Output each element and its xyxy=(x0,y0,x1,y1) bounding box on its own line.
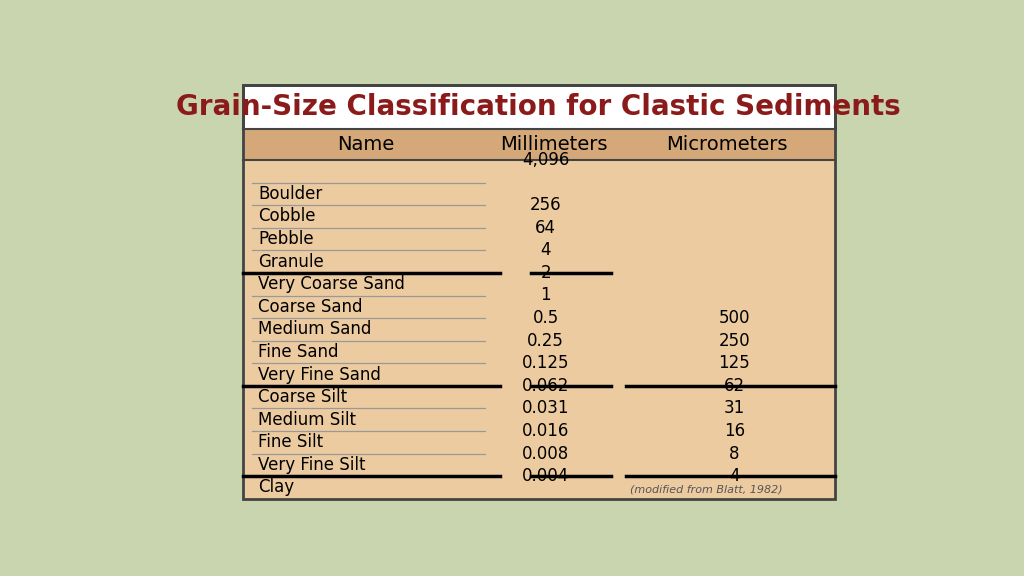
Text: 16: 16 xyxy=(724,422,745,440)
Bar xyxy=(243,85,835,129)
Text: 0.004: 0.004 xyxy=(522,467,569,485)
Text: 0.125: 0.125 xyxy=(522,354,569,372)
Text: Grain-Size Classification for Clastic Sediments: Grain-Size Classification for Clastic Se… xyxy=(176,93,901,121)
Text: 0.008: 0.008 xyxy=(522,445,569,463)
Text: 0.062: 0.062 xyxy=(522,377,569,395)
Text: Medium Silt: Medium Silt xyxy=(258,411,356,429)
Text: Granule: Granule xyxy=(258,253,324,271)
Bar xyxy=(243,160,835,499)
Text: Very Fine Silt: Very Fine Silt xyxy=(258,456,366,474)
Text: Pebble: Pebble xyxy=(258,230,313,248)
Text: Clay: Clay xyxy=(258,479,294,497)
Text: Millimeters: Millimeters xyxy=(500,135,607,154)
Text: Very Coarse Sand: Very Coarse Sand xyxy=(258,275,406,293)
Text: 0.5: 0.5 xyxy=(532,309,559,327)
Text: 64: 64 xyxy=(536,219,556,237)
Text: Name: Name xyxy=(337,135,394,154)
Text: 0.031: 0.031 xyxy=(522,399,569,418)
Text: (modified from Blatt, 1982): (modified from Blatt, 1982) xyxy=(630,485,782,495)
Text: 1: 1 xyxy=(541,286,551,305)
Text: 500: 500 xyxy=(719,309,751,327)
Text: 62: 62 xyxy=(724,377,745,395)
Text: 256: 256 xyxy=(529,196,561,214)
Text: 4: 4 xyxy=(541,241,551,259)
Text: Micrometers: Micrometers xyxy=(666,135,787,154)
Bar xyxy=(243,129,835,160)
Text: Medium Sand: Medium Sand xyxy=(258,320,372,338)
Text: 31: 31 xyxy=(724,399,745,418)
Text: Cobble: Cobble xyxy=(258,207,315,225)
Text: Fine Sand: Fine Sand xyxy=(258,343,339,361)
Text: Very Fine Sand: Very Fine Sand xyxy=(258,366,381,384)
Text: 2: 2 xyxy=(541,264,551,282)
Text: Coarse Sand: Coarse Sand xyxy=(258,298,362,316)
Text: Fine Silt: Fine Silt xyxy=(258,433,324,452)
Text: 8: 8 xyxy=(729,445,739,463)
Text: 0.25: 0.25 xyxy=(527,332,564,350)
Text: 4: 4 xyxy=(729,467,739,485)
Text: 0.016: 0.016 xyxy=(522,422,569,440)
Text: Coarse Silt: Coarse Silt xyxy=(258,388,347,406)
Text: 4,096: 4,096 xyxy=(522,151,569,169)
Text: 125: 125 xyxy=(719,354,751,372)
Bar xyxy=(243,85,835,499)
Text: 250: 250 xyxy=(719,332,751,350)
Text: Boulder: Boulder xyxy=(258,185,323,203)
